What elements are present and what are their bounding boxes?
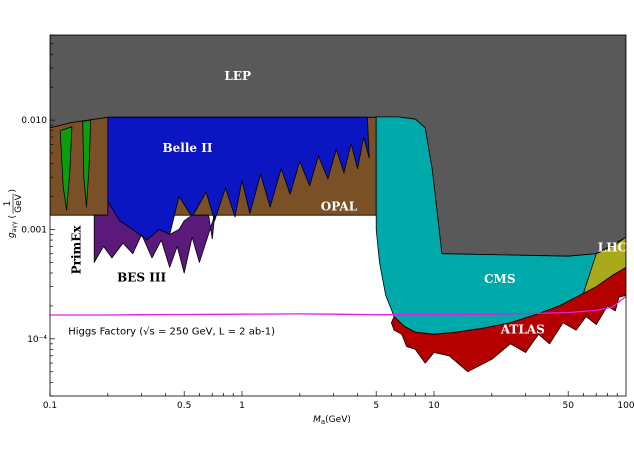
x-tick-label: 1: [239, 401, 245, 411]
region-labels: LEP Belle II OPAL PrimEx BES III CMS ATLAS LHC H…: [68, 69, 627, 337]
label-bes-iii: BES III: [117, 270, 166, 284]
x-tick-label: 5: [373, 401, 379, 411]
y-tick-label: 10⁻⁴: [27, 335, 47, 345]
x-axis-label: Ma(GeV): [313, 415, 351, 426]
label-lep: LEP: [224, 69, 251, 83]
label-opal: OPAL: [321, 200, 358, 214]
region-atlas: [390, 266, 626, 373]
y-tick-label: 0.010: [21, 116, 47, 126]
x-tick-label: 50: [562, 401, 574, 411]
x-tick-label: 0.5: [177, 401, 191, 411]
label-lhc: LHC: [598, 240, 627, 254]
x-tick-label: 100: [617, 401, 634, 411]
label-higgs-factory-s-250-gev-: Higgs Factory (√s = 250 GeV, L = 2 ab-1): [68, 326, 275, 337]
region-bes-iii: [93, 201, 216, 274]
region-primex-3: [82, 119, 92, 208]
label-belle-ii: Belle II: [163, 141, 213, 155]
label-primex: PrimEx: [69, 225, 83, 275]
y-tick-label: 0.001: [21, 225, 47, 235]
svg-text:gaγγ: gaγγ: [7, 221, 18, 238]
axes: 0.1 0.5 1 5 10 50 100 0.010 0.001 10⁻⁴ Ma(GeV) gaγγ…: [3, 34, 634, 426]
label-cms: CMS: [484, 272, 516, 286]
svg-text:): ): [8, 189, 18, 193]
svg-text:GeV: GeV: [14, 193, 24, 213]
svg-text:(: (: [8, 215, 18, 219]
y-axis-label: gaγγ (1 GeV): [3, 189, 24, 238]
x-tick-label: 10: [428, 401, 440, 411]
plot-frame: [49, 34, 627, 397]
region-primex-2: [59, 126, 73, 211]
svg-text:1: 1: [3, 201, 13, 207]
region-lhc: [583, 236, 626, 294]
label-atlas: ATLAS: [500, 323, 545, 337]
x-tick-label: 0.1: [43, 401, 57, 411]
constraint-regions: [50, 35, 626, 373]
series-line-higgs-factory: [50, 295, 626, 316]
projection-curves: [50, 295, 626, 316]
